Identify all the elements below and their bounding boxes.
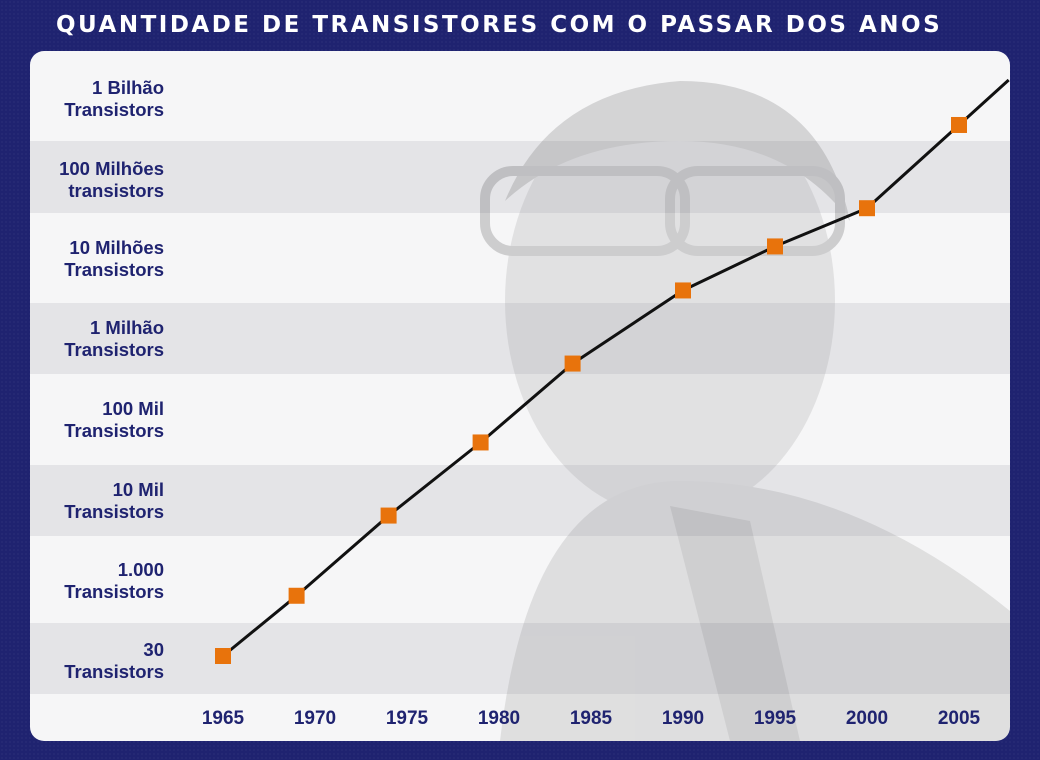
row-bands <box>30 141 1010 694</box>
x-tick-label: 2000 <box>846 708 888 729</box>
data-point <box>767 238 783 255</box>
x-tick-label: 1980 <box>478 708 520 729</box>
x-tick-label: 1975 <box>386 708 429 729</box>
y-tick-label-line: 10 Milhões <box>69 237 164 258</box>
y-tick-label-line: 100 Mil <box>102 398 164 419</box>
y-tick-label-line: 1.000 <box>118 559 164 580</box>
data-point <box>951 116 967 133</box>
background-portrait <box>480 81 1010 741</box>
chart-svg: 1965 1970 1975 1980 1985 1990 1995 2000 2005 30 T… <box>30 77 1010 741</box>
data-point <box>215 648 231 664</box>
y-tick-label: 10 Mil Transistors <box>64 479 164 522</box>
data-point <box>859 200 875 217</box>
series-markers <box>215 116 967 664</box>
y-tick-label: 100 Milhões transistors <box>59 158 164 201</box>
row-band <box>30 465 1010 536</box>
y-tick-label-line: 1 Milhão <box>90 317 164 338</box>
y-tick-label-line: Transistors <box>64 661 164 682</box>
y-tick-label-line: 30 <box>143 639 164 660</box>
series-line <box>222 78 1010 658</box>
x-tick-label: 1990 <box>662 708 704 729</box>
x-tick-label: 1995 <box>754 708 797 729</box>
chart-panel: 1965 1970 1975 1980 1985 1990 1995 2000 2005 30 T… <box>30 51 1010 741</box>
x-tick-labels: 1965 1970 1975 1980 1985 1990 1995 2000 2005 <box>202 708 981 729</box>
x-tick-label: 2005 <box>938 708 981 729</box>
row-band <box>30 623 1010 694</box>
row-band <box>30 141 1010 213</box>
y-tick-label: 1 Bilhão Transistors <box>64 77 164 120</box>
x-tick-label: 1985 <box>570 708 613 729</box>
row-band <box>30 303 1010 374</box>
y-tick-label: 1.000 Transistors <box>64 559 164 602</box>
data-point <box>288 587 305 604</box>
y-tick-label-line: transistors <box>68 180 164 201</box>
y-tick-label: 10 Milhões Transistors <box>64 237 164 280</box>
y-tick-label: 1 Milhão Transistors <box>64 317 164 360</box>
data-point <box>472 434 489 451</box>
chart-title: QUANTIDADE DE TRANSISTORES COM O PASSAR … <box>56 12 943 38</box>
y-tick-label-line: Transistors <box>64 259 164 280</box>
data-point <box>564 355 581 372</box>
data-point <box>675 282 691 299</box>
y-tick-label-line: Transistors <box>64 501 164 522</box>
y-tick-label-line: Transistors <box>64 581 164 602</box>
y-tick-label-line: Transistors <box>64 420 164 441</box>
y-tick-label-line: Transistors <box>64 339 164 360</box>
y-tick-label: 100 Mil Transistors <box>64 398 164 441</box>
y-tick-label-line: Transistors <box>64 99 164 120</box>
y-tick-label: 30 Transistors <box>64 639 164 682</box>
y-tick-label-line: 10 Mil <box>113 479 164 500</box>
y-tick-label-line: 1 Bilhão <box>92 77 164 98</box>
data-point <box>380 507 397 524</box>
x-tick-label: 1970 <box>294 708 336 729</box>
y-tick-label-line: 100 Milhões <box>59 158 164 179</box>
x-tick-label: 1965 <box>202 708 245 729</box>
